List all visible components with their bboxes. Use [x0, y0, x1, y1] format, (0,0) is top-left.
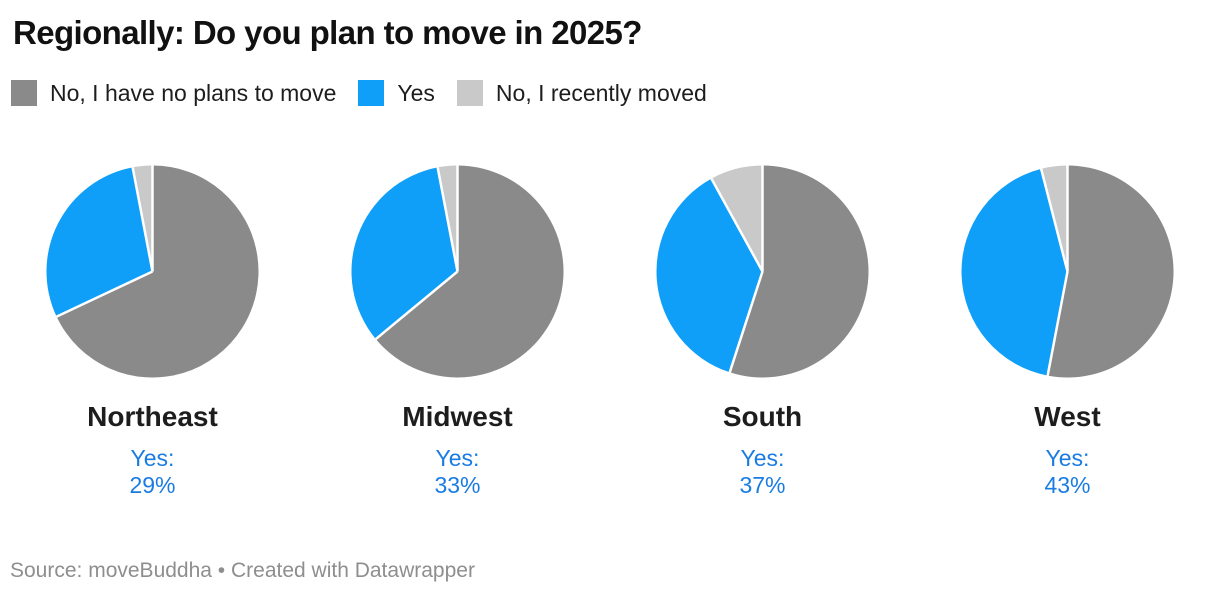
slice-separator: [436, 166, 459, 272]
pie-slice-yes: [961, 168, 1068, 376]
pie-slice-no-plans: [1047, 165, 1174, 378]
yes-value: 43%: [1044, 471, 1091, 498]
yes-label: Yes:: [435, 444, 480, 471]
yes-callout: Yes: 37%: [739, 445, 785, 499]
pie-slice-recently-moved: [711, 165, 763, 272]
pie-slice-yes: [46, 166, 153, 317]
legend: No, I have no plans to move Yes No, I re…: [11, 80, 1220, 107]
legend-swatch-no-plans: [11, 80, 37, 107]
pie-slice-no-plans: [729, 165, 869, 378]
slice-separator: [1046, 270, 1069, 376]
pie-group-midwest: Midwest Yes: 33%: [305, 165, 610, 499]
pie-chart-northeast: [46, 165, 259, 378]
legend-item-yes: Yes: [358, 80, 435, 107]
yes-label: Yes:: [130, 444, 175, 471]
legend-swatch-yes: [358, 80, 385, 107]
yes-callout: Yes: 43%: [1044, 445, 1090, 499]
slice-separator: [728, 270, 764, 373]
pie-chart-west: [961, 165, 1174, 378]
pie-chart-south: [656, 165, 869, 378]
legend-label: Yes: [397, 79, 435, 106]
yes-callout: Yes: 29%: [129, 445, 175, 499]
source-attribution: Source: moveBuddha • Created with Datawr…: [10, 559, 475, 582]
yes-value: 29%: [129, 471, 176, 498]
yes-value: 33%: [434, 471, 481, 498]
region-label: Northeast: [87, 400, 218, 432]
slice-separator: [1039, 168, 1069, 272]
pie-group-west: West Yes: 43%: [915, 165, 1220, 499]
pie-group-south: South Yes: 37%: [610, 165, 915, 499]
yes-label: Yes:: [1045, 444, 1090, 471]
chart-title: Regionally: Do you plan to move in 2025?: [13, 14, 642, 51]
region-label: West: [1034, 400, 1101, 432]
legend-label: No, I have no plans to move: [50, 79, 337, 106]
slice-separator: [375, 270, 459, 340]
pie-slice-yes: [656, 178, 763, 372]
yes-callout: Yes: 33%: [434, 445, 480, 499]
pie-group-northeast: Northeast Yes: 29%: [0, 165, 305, 499]
legend-item-recently-moved: No, I recently moved: [456, 79, 707, 107]
region-label: South: [722, 400, 803, 432]
pie-chart-midwest: [351, 165, 564, 378]
legend-swatch-recently-moved: [456, 80, 483, 107]
legend-item-no-plans: No, I have no plans to move: [11, 80, 336, 107]
pies-row: Northeast Yes: 29% Midwest Yes: 33% Sout…: [0, 165, 1220, 499]
pie-slice-no-plans: [56, 165, 259, 378]
legend-label: No, I recently moved: [495, 79, 707, 106]
region-label: Midwest: [402, 400, 513, 432]
slice-separator: [710, 177, 764, 272]
pie-slice-no-plans: [375, 165, 564, 378]
slice-separator: [131, 166, 154, 272]
slice-separator: [56, 269, 154, 318]
yes-value: 37%: [739, 471, 786, 498]
pie-slice-yes: [351, 166, 458, 339]
yes-label: Yes:: [740, 444, 785, 471]
